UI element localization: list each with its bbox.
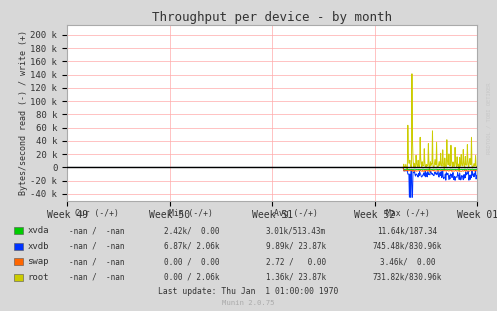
Y-axis label: Bytes/second read (-) / write (+): Bytes/second read (-) / write (+)	[19, 30, 28, 195]
Text: -nan /  -nan: -nan / -nan	[69, 242, 125, 251]
Text: Last update: Thu Jan  1 01:00:00 1970: Last update: Thu Jan 1 01:00:00 1970	[159, 287, 338, 296]
Text: 731.82k/830.96k: 731.82k/830.96k	[373, 273, 442, 282]
Text: -nan /  -nan: -nan / -nan	[69, 273, 125, 282]
Text: 2.72 /   0.00: 2.72 / 0.00	[266, 258, 326, 266]
Text: xvda: xvda	[27, 226, 49, 235]
Title: Throughput per device - by month: Throughput per device - by month	[152, 11, 392, 24]
Text: Munin 2.0.75: Munin 2.0.75	[222, 300, 275, 306]
Text: 9.89k/ 23.87k: 9.89k/ 23.87k	[266, 242, 326, 251]
Text: 3.46k/  0.00: 3.46k/ 0.00	[380, 258, 435, 266]
Text: -nan /  -nan: -nan / -nan	[69, 226, 125, 235]
Text: Cur (-/+): Cur (-/+)	[75, 209, 119, 218]
Text: Min (-/+): Min (-/+)	[169, 209, 213, 218]
Text: 1.36k/ 23.87k: 1.36k/ 23.87k	[266, 273, 326, 282]
Text: 11.64k/187.34: 11.64k/187.34	[378, 226, 437, 235]
Text: 745.48k/830.96k: 745.48k/830.96k	[373, 242, 442, 251]
Text: 3.01k/513.43m: 3.01k/513.43m	[266, 226, 326, 235]
Text: 0.00 /  0.00: 0.00 / 0.00	[164, 258, 219, 266]
Text: 0.00 / 2.06k: 0.00 / 2.06k	[164, 273, 219, 282]
Text: Avg (-/+): Avg (-/+)	[274, 209, 318, 218]
Text: RRDTOOL / TOBI OETIKER: RRDTOOL / TOBI OETIKER	[486, 82, 491, 154]
Text: root: root	[27, 273, 49, 282]
Text: Max (-/+): Max (-/+)	[386, 209, 429, 218]
Text: xvdb: xvdb	[27, 242, 49, 251]
Text: swap: swap	[27, 258, 49, 266]
Text: 2.42k/  0.00: 2.42k/ 0.00	[164, 226, 219, 235]
Text: 6.87k/ 2.06k: 6.87k/ 2.06k	[164, 242, 219, 251]
Text: -nan /  -nan: -nan / -nan	[69, 258, 125, 266]
